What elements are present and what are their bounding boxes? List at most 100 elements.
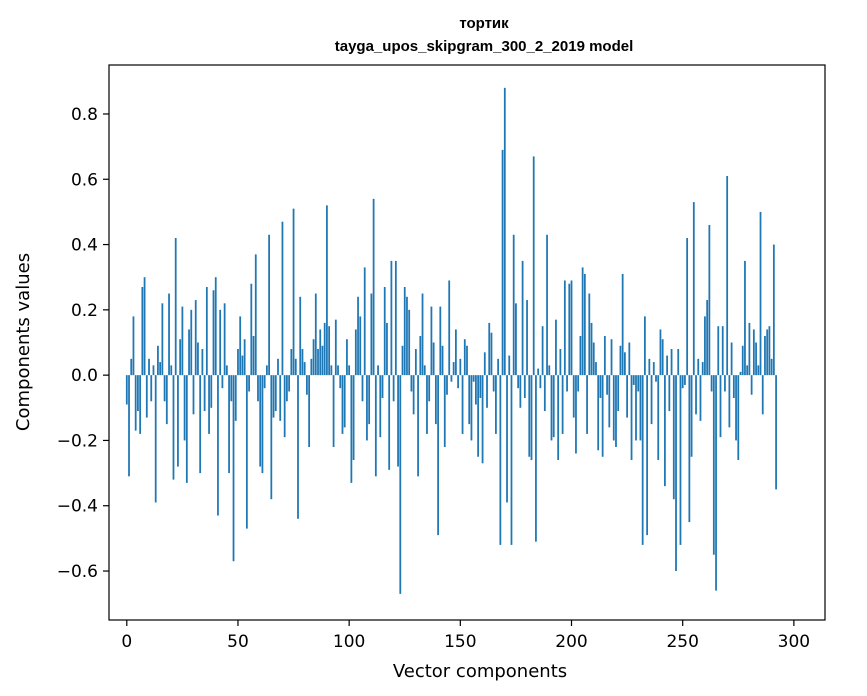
bar-32	[197, 342, 199, 376]
bar-109	[368, 375, 371, 425]
bar-267	[719, 375, 722, 438]
bar-194	[557, 375, 560, 461]
bar-216	[606, 375, 608, 395]
y-tick-label: 0.2	[71, 301, 98, 321]
bar-226	[628, 342, 631, 376]
bar-62	[263, 375, 266, 389]
y-tick-label: 0.4	[71, 236, 98, 256]
bar-163	[488, 322, 491, 376]
bar-45	[225, 365, 228, 376]
bar-117	[386, 322, 388, 376]
bar-133	[421, 293, 424, 376]
bar-278	[744, 260, 746, 376]
bar-94	[334, 319, 337, 376]
bar-214	[601, 375, 604, 457]
bar-219	[612, 375, 615, 441]
bar-97	[341, 375, 344, 434]
bar-52	[241, 355, 244, 376]
bar-186	[539, 375, 542, 389]
bar-169	[501, 149, 504, 376]
bar-197	[563, 280, 566, 376]
bar-76	[294, 358, 297, 376]
bar-20	[170, 365, 173, 376]
bar-147	[452, 362, 455, 376]
bar-66	[272, 375, 275, 418]
bar-235	[648, 358, 651, 376]
bar-12	[152, 365, 155, 376]
x-tick-label: 300	[778, 632, 810, 652]
bar-291	[772, 244, 775, 376]
y-tick-label: −0.4	[57, 497, 98, 517]
bar-234	[646, 375, 649, 536]
bar-284	[757, 365, 760, 376]
bar-277	[741, 345, 744, 376]
bar-9	[145, 375, 148, 418]
bar-111	[372, 198, 375, 376]
bar-8	[143, 277, 146, 376]
bar-182	[530, 375, 533, 461]
bar-269	[724, 375, 726, 392]
bar-152	[463, 339, 466, 376]
bar-196	[561, 375, 564, 434]
y-axis: −0.6 −0.4 −0.2 0.0 0.2 0.4 0.6 0.8	[57, 105, 109, 582]
bar-273	[732, 375, 735, 398]
bar-239	[657, 375, 660, 461]
bar-11	[150, 375, 153, 402]
bar-168	[499, 375, 502, 545]
bar-154	[468, 375, 471, 425]
y-tick-label: −0.2	[57, 431, 98, 451]
bar-16	[161, 303, 164, 376]
bar-157	[475, 375, 477, 405]
bar-31	[194, 300, 197, 376]
bar-181	[528, 375, 531, 457]
bar-57	[252, 335, 255, 376]
bar-200	[570, 280, 573, 376]
bar-123	[399, 375, 402, 594]
bar-29	[190, 309, 193, 376]
bar-261	[706, 300, 709, 376]
bar-115	[381, 375, 384, 398]
bar-217	[608, 375, 611, 428]
bar-112	[374, 375, 377, 477]
bar-53	[243, 339, 246, 376]
x-tick-label: 250	[666, 632, 698, 652]
bar-60	[259, 375, 262, 467]
bar-144	[446, 375, 448, 395]
bar-33	[199, 375, 202, 474]
bar-153	[466, 345, 468, 376]
bar-87	[319, 329, 322, 376]
bar-130	[414, 349, 417, 376]
bar-159	[479, 375, 482, 398]
bar-72	[285, 375, 288, 402]
bar-135	[426, 375, 428, 434]
bar-63	[265, 365, 268, 376]
x-tick-label: 50	[227, 632, 249, 652]
bar-287	[764, 335, 766, 376]
bar-82	[308, 375, 311, 447]
bar-67	[274, 375, 277, 412]
bar-98	[343, 375, 346, 428]
bar-34	[201, 349, 204, 376]
x-tick-label: 150	[444, 632, 476, 652]
bar-80	[303, 362, 306, 376]
bar-289	[768, 326, 771, 376]
bar-73	[288, 375, 291, 392]
bar-151	[461, 375, 464, 434]
bar-190	[548, 365, 551, 376]
bar-74	[290, 349, 293, 376]
bar-233	[643, 316, 646, 376]
bar-69	[279, 375, 282, 421]
bar-137	[430, 306, 433, 376]
bar-23	[177, 375, 179, 467]
bar-89	[323, 322, 326, 376]
bar-55	[248, 375, 250, 392]
bar-240	[659, 329, 662, 376]
bar-134	[423, 365, 426, 376]
bar-265	[715, 375, 717, 591]
bar-50	[237, 349, 239, 376]
bar-253	[688, 375, 691, 523]
bar-47	[230, 375, 233, 402]
bar-166	[495, 375, 497, 434]
bar-132	[419, 335, 422, 376]
bar-142	[441, 345, 444, 376]
